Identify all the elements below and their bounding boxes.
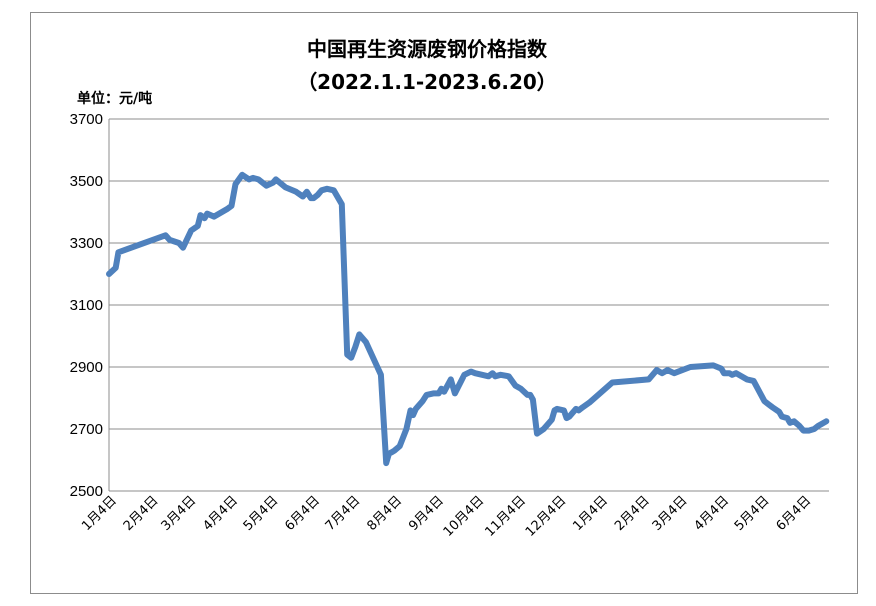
x-tick-label: 4月4日 bbox=[200, 493, 241, 534]
y-tick-label: 2700 bbox=[70, 421, 103, 438]
series-line bbox=[106, 171, 830, 467]
y-tick-label: 3100 bbox=[70, 297, 103, 314]
x-tick-label: 5月4日 bbox=[732, 493, 773, 534]
chart-subtitle: （2022.1.1-2023.6.20） bbox=[297, 70, 557, 94]
unit-label: 单位：元/吨 bbox=[77, 90, 152, 107]
x-tick-label: 2月4日 bbox=[612, 493, 653, 534]
x-tick-label: 4月4日 bbox=[692, 493, 733, 534]
x-tick-label: 1月4日 bbox=[570, 493, 611, 534]
x-tick-label: 2月4日 bbox=[121, 493, 162, 534]
y-tick-label: 2900 bbox=[70, 359, 103, 376]
x-tick-label: 12月4日 bbox=[523, 493, 570, 540]
line-chart: 中国再生资源废钢价格指数 （2022.1.1-2023.6.20） 单位：元/吨… bbox=[70, 37, 830, 540]
y-tick-label: 3300 bbox=[70, 235, 103, 252]
y-tick-label: 2500 bbox=[70, 483, 103, 500]
gridlines bbox=[108, 118, 829, 492]
x-tick-label: 8月4日 bbox=[364, 493, 405, 534]
y-tick-label: 3500 bbox=[70, 173, 103, 190]
x-tick-label: 3月4日 bbox=[650, 493, 691, 534]
x-tick-label: 6月4日 bbox=[282, 493, 323, 534]
y-axis-ticks: 2500 2700 2900 3100 3300 3500 3700 bbox=[70, 111, 103, 500]
x-tick-label: 10月4日 bbox=[441, 493, 488, 540]
chart-title: 中国再生资源废钢价格指数 bbox=[307, 37, 548, 61]
x-tick-label: 6月4日 bbox=[774, 493, 815, 534]
x-tick-label: 7月4日 bbox=[323, 493, 364, 534]
y-tick-label: 3700 bbox=[70, 111, 103, 128]
x-tick-label: 3月4日 bbox=[159, 493, 200, 534]
chart-frame: 中国再生资源废钢价格指数 （2022.1.1-2023.6.20） 单位：元/吨… bbox=[30, 12, 858, 594]
x-tick-label: 11月4日 bbox=[482, 493, 529, 540]
x-tick-label: 5月4日 bbox=[241, 493, 282, 534]
